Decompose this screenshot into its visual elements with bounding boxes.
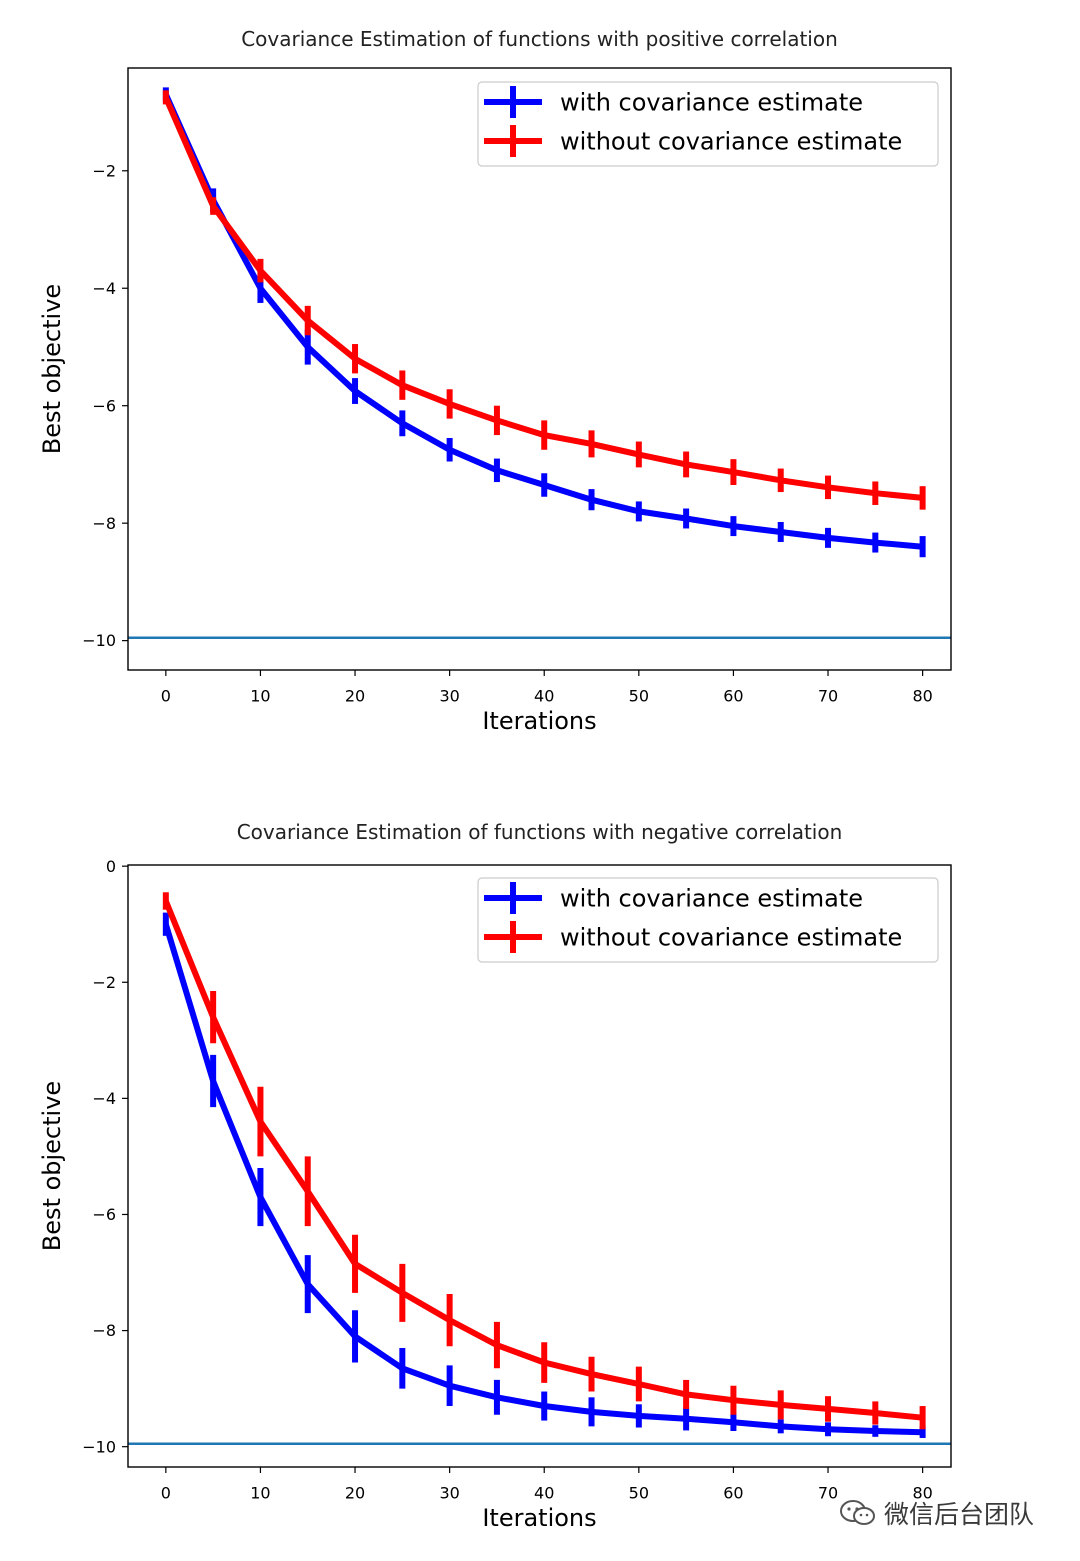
x-tick-label: 60 [723, 687, 743, 706]
legend: with covariance estimate without covarian… [477, 877, 939, 963]
y-tick-label: −8 [92, 514, 116, 533]
x-tick-label: 0 [161, 1484, 171, 1503]
y-axis-label: Best objective [38, 284, 66, 454]
x-tick-label: 0 [161, 687, 171, 706]
legend-label: with covariance estimate [560, 884, 863, 912]
series-line [163, 899, 923, 1421]
legend-label: with covariance estimate [560, 88, 863, 116]
x-tick-label: 80 [912, 687, 932, 706]
series-without-covariance [162, 90, 926, 510]
legend-box [477, 877, 939, 963]
x-tick-label: 20 [345, 687, 365, 706]
y-tick-label: −6 [92, 396, 116, 415]
x-tick-label: 70 [818, 1484, 838, 1503]
y-tick-label: −4 [92, 279, 116, 298]
y-tick-label: −6 [92, 1205, 116, 1224]
legend-label: without covariance estimate [560, 923, 902, 951]
y-tick-label: −2 [92, 161, 116, 180]
legend-label: without covariance estimate [560, 127, 902, 155]
x-tick-label: 30 [439, 1484, 459, 1503]
x-tick-label: 50 [629, 687, 649, 706]
x-tick-label: 70 [818, 687, 838, 706]
y-axis-label: Best objective [38, 1081, 66, 1251]
x-tick-label: 10 [250, 1484, 270, 1503]
y-tick-label: −10 [82, 1437, 116, 1456]
x-tick-label: 40 [534, 687, 554, 706]
y-tick-label: −2 [92, 973, 116, 992]
chart-panel-1: Covariance Estimation of functions with … [38, 27, 952, 735]
x-tick-label: 80 [912, 1484, 932, 1503]
watermark-text: 微信后台团队 [884, 1500, 1035, 1529]
chart-title: Covariance Estimation of functions with … [237, 820, 843, 844]
y-tick-label: −4 [92, 1089, 116, 1108]
x-tick-label: 60 [723, 1484, 743, 1503]
x-axis-label: Iterations [482, 707, 596, 735]
plot-frame [127, 67, 952, 671]
y-tick-label: −10 [82, 631, 116, 650]
x-axis-label: Iterations [482, 1504, 596, 1532]
legend: with covariance estimate without covarian… [477, 81, 939, 167]
x-tick-label: 50 [629, 1484, 649, 1503]
plot-frame [127, 864, 952, 1468]
chart-title: Covariance Estimation of functions with … [241, 27, 838, 51]
y-tick-label: 0 [106, 857, 116, 876]
x-tick-label: 40 [534, 1484, 554, 1503]
chart-panel-2: Covariance Estimation of functions with … [38, 820, 952, 1532]
wechat-icon [840, 1500, 875, 1525]
series-with-covariance [162, 912, 926, 1438]
y-tick-label: −8 [92, 1321, 116, 1340]
x-tick-label: 30 [439, 687, 459, 706]
x-tick-label: 10 [250, 687, 270, 706]
x-tick-label: 20 [345, 1484, 365, 1503]
series-without-covariance [162, 892, 926, 1430]
watermark: 微信后台团队 [838, 1495, 1034, 1531]
legend-box [477, 81, 939, 167]
